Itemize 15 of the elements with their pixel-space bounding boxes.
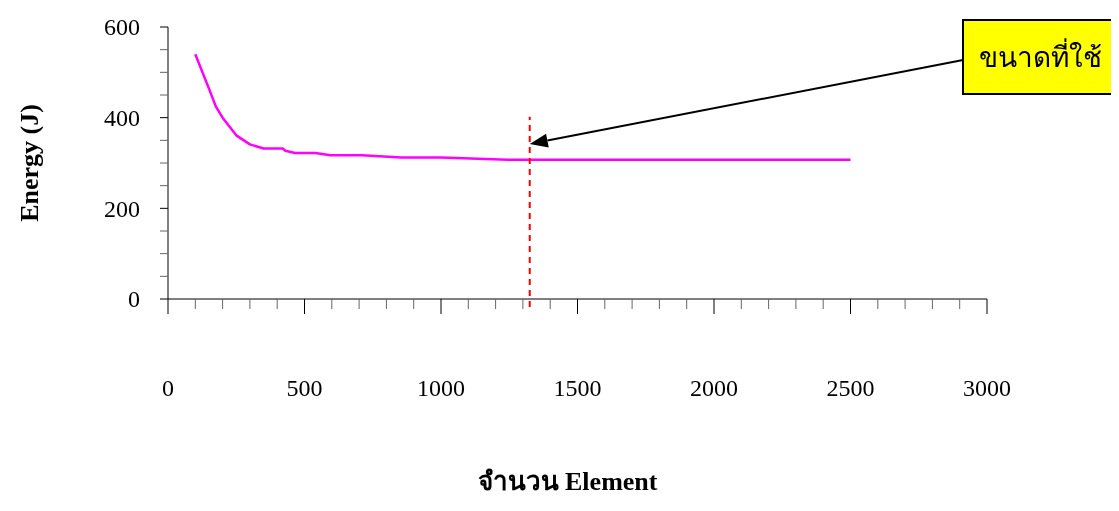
y-tick-label: 200 — [104, 195, 140, 222]
x-tick-label: 3000 — [963, 375, 1011, 402]
x-tick-label: 2500 — [826, 375, 875, 402]
annotation: ขนาดที่ใช้ — [979, 37, 1102, 73]
x-tick-label: 2000 — [690, 375, 738, 402]
y-axis-title: Energy (J) — [15, 104, 44, 222]
y-tick-label: 0 — [128, 286, 140, 313]
y-tick-label: 400 — [104, 105, 140, 132]
x-tick-label: 1000 — [417, 375, 465, 402]
line-series — [194, 52, 852, 162]
x-tick-label: 1500 — [553, 375, 602, 402]
x-tick-label: 500 — [286, 375, 323, 402]
y-tick-label: 600 — [104, 14, 140, 41]
x-tick-label: 0 — [162, 375, 174, 402]
x-axis-title: จำนวน Element — [477, 467, 658, 496]
